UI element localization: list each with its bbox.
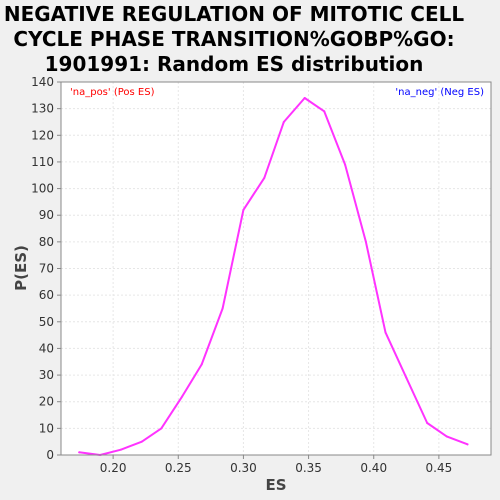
- chart-title-line-3: 1901991: Random ES distribution: [45, 52, 424, 76]
- x-tick-label-0: 0.20: [100, 461, 127, 475]
- data-point-0-7: [221, 307, 224, 310]
- data-point-0-8: [242, 208, 245, 211]
- y-tick-label-13: 130: [31, 102, 54, 116]
- data-point-0-12: [323, 110, 326, 113]
- data-point-0-4: [160, 427, 163, 430]
- chart-title-line-2: CYCLE PHASE TRANSITION%GOBP%GO:: [13, 27, 454, 51]
- y-tick-label-8: 80: [39, 235, 54, 249]
- y-axis: 0 10 20 30 40 50 60 70 80 90 100 110 120 130 140: [31, 75, 61, 462]
- data-point-0-2: [119, 448, 122, 451]
- y-axis-label: P(ES): [12, 245, 30, 291]
- x-tick-label-1: 0.25: [165, 461, 192, 475]
- data-point-0-9: [263, 176, 266, 179]
- data-point-0-17: [426, 422, 429, 425]
- y-tick-label-3: 30: [39, 368, 54, 382]
- x-tick-label-4: 0.40: [360, 461, 387, 475]
- series-line-0: [78, 97, 469, 456]
- data-point-0-10: [282, 120, 285, 123]
- data-point-0-3: [140, 440, 143, 443]
- y-tick-label-14: 140: [31, 75, 54, 89]
- data-point-0-15: [384, 331, 387, 334]
- y-tick-label-6: 60: [39, 288, 54, 302]
- y-tick-label-4: 40: [39, 341, 54, 355]
- corner-label-left: 'na_pos' (Pos ES): [70, 87, 155, 98]
- y-tick-label-0: 0: [46, 448, 54, 462]
- data-point-0-16: [405, 376, 408, 379]
- x-tick-label-5: 0.45: [426, 461, 453, 475]
- y-tick-label-9: 90: [39, 208, 54, 222]
- y-tick-label-12: 120: [31, 128, 54, 142]
- y-tick-label-2: 20: [39, 395, 54, 409]
- data-point-0-11: [303, 96, 306, 99]
- plot-border: [60, 81, 492, 456]
- data-point-0-6: [200, 363, 203, 366]
- y-tick-label-10: 100: [31, 182, 54, 196]
- chart-title-line-1: NEGATIVE REGULATION OF MITOTIC CELL: [4, 2, 465, 26]
- corner-label-right: 'na_neg' (Neg ES): [395, 87, 484, 98]
- y-tick-label-1: 10: [39, 421, 54, 435]
- data-point-0-14: [364, 240, 367, 243]
- y-tick-label-11: 110: [31, 155, 54, 169]
- x-axis: 0.20 0.25 0.30 0.35 0.40 0.45: [100, 455, 452, 475]
- data-point-0-18: [445, 435, 448, 438]
- data-point-0-19: [466, 443, 469, 446]
- data-point-0-13: [344, 163, 347, 166]
- x-axis-label: ES: [265, 476, 286, 494]
- x-tick-label-2: 0.30: [230, 461, 257, 475]
- y-tick-label-5: 50: [39, 315, 54, 329]
- data-point-0-0: [78, 451, 81, 454]
- data-point-0-5: [181, 395, 184, 398]
- x-tick-label-3: 0.35: [295, 461, 322, 475]
- y-tick-label-7: 70: [39, 262, 54, 276]
- series-layer: [78, 96, 469, 456]
